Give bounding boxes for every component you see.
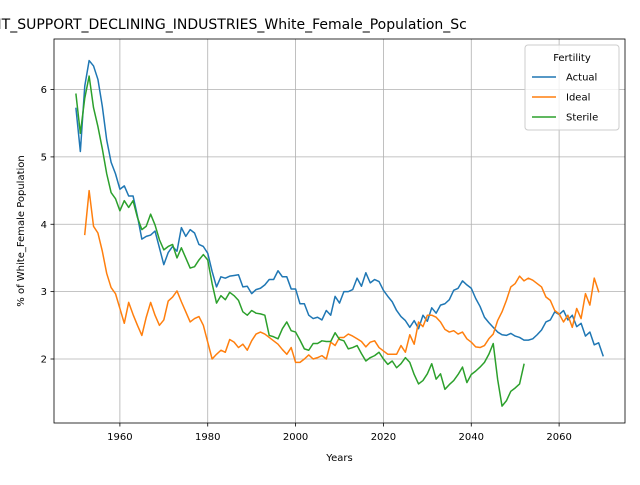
- x-axis-label: Years: [325, 453, 352, 464]
- chart-title: GOVERNMENT_SUPPORT_DECLINING_INDUSTRIES_…: [0, 17, 467, 33]
- tick-layer: 1960 1980 2000 2020 2040 2060 2 3 4 5 6: [41, 85, 572, 443]
- legend-label-ideal: Ideal: [566, 93, 590, 104]
- y-tick-label: 4: [41, 220, 47, 231]
- legend-items: Actual Ideal Sterile: [532, 73, 598, 124]
- series-layer: [75, 59, 604, 407]
- legend-label-sterile: Sterile: [566, 113, 598, 124]
- x-tick-label: 2040: [459, 432, 484, 443]
- x-tick-label: 2020: [371, 432, 396, 443]
- series-line-sterile: [75, 75, 525, 407]
- series-line-actual: [75, 59, 604, 357]
- legend-label-actual: Actual: [566, 73, 597, 84]
- y-tick-label: 3: [41, 287, 47, 298]
- y-tick-label: 2: [41, 355, 47, 366]
- plot-frame: [53, 38, 626, 424]
- y-axis-label: % of White_Female Population: [16, 155, 27, 306]
- x-tick-label: 2060: [546, 432, 571, 443]
- x-tick-label: 1960: [107, 432, 132, 443]
- legend: Fertility Actual Ideal Sterile: [524, 44, 620, 131]
- legend-title: Fertility: [553, 53, 591, 64]
- series-line-ideal: [83, 189, 600, 364]
- y-tick-label: 5: [41, 152, 47, 163]
- legend-box: [524, 44, 620, 131]
- x-tick-label: 2000: [283, 432, 308, 443]
- x-tick-label: 1980: [195, 432, 220, 443]
- y-tick-label: 6: [41, 85, 47, 96]
